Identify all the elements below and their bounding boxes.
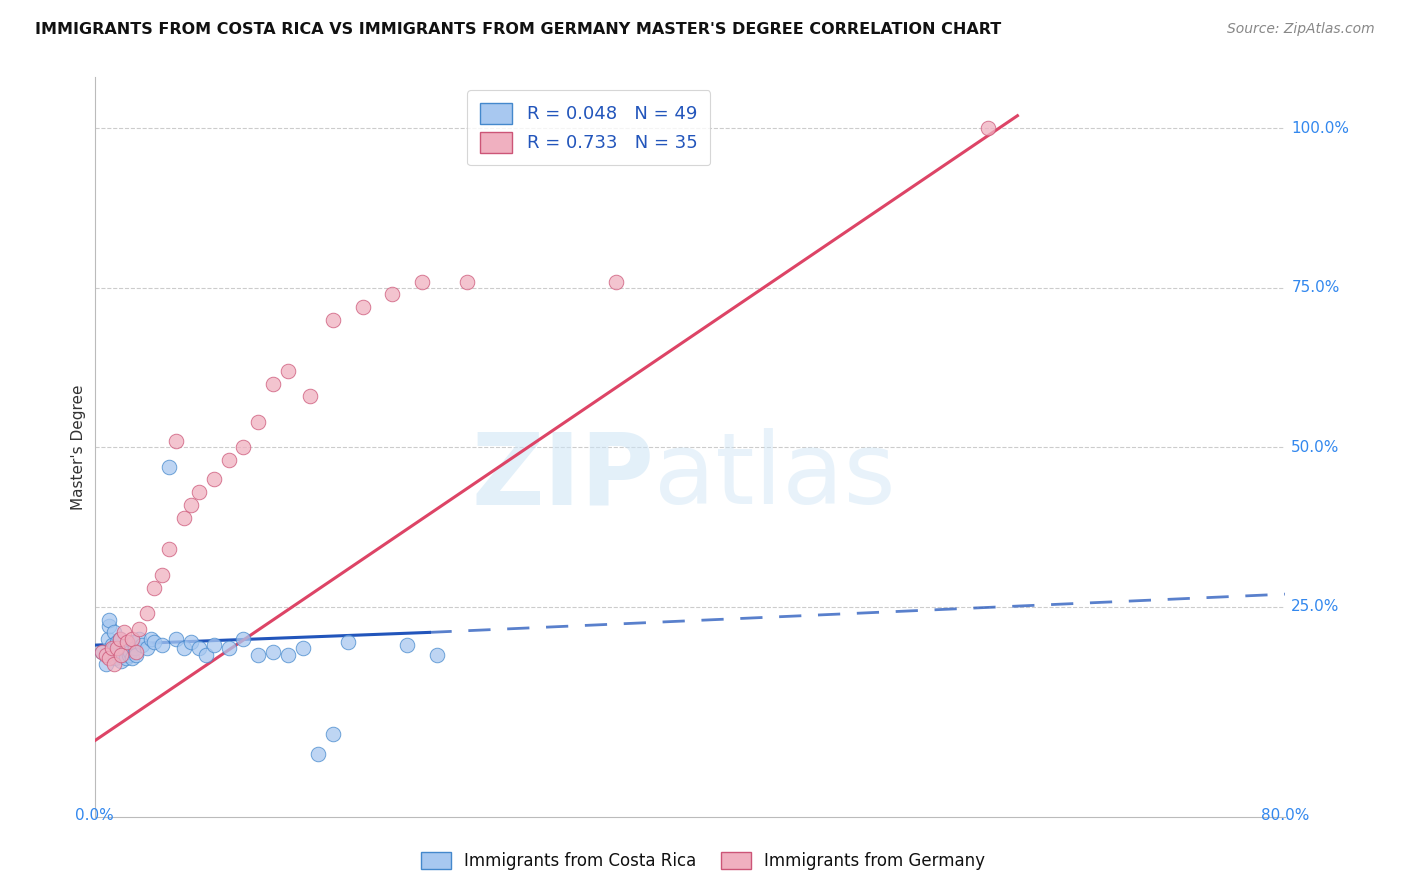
Point [97,632,120,646]
Point [101,638,124,652]
Point [117,635,139,649]
Text: 75.0%: 75.0% [1291,280,1340,295]
Point [247,415,270,429]
Text: 100.0%: 100.0% [1291,121,1350,136]
Point [135,641,157,656]
Point [98,613,121,627]
Point [456,275,478,289]
Point [100,648,122,662]
Point [143,581,166,595]
Point [111,648,134,662]
Point [299,389,322,403]
Legend: R = 0.048   N = 49, R = 0.733   N = 35: R = 0.048 N = 49, R = 0.733 N = 35 [467,90,710,165]
Point [110,648,132,662]
Point [157,459,180,474]
Point [218,453,240,467]
Point [98,651,121,665]
Point [96,648,118,662]
Text: 0.0%: 0.0% [75,808,114,822]
Point [131,638,153,652]
Point [322,313,344,327]
Point [112,625,135,640]
Point [165,434,187,448]
Point [976,121,998,136]
Point [139,632,162,646]
Point [98,619,121,633]
Point [128,622,150,636]
Point [120,644,142,658]
Point [135,606,157,620]
Point [122,635,145,649]
Point [121,632,143,646]
Point [605,275,627,289]
Text: ZIP: ZIP [471,428,654,525]
Point [114,651,136,665]
Point [124,641,146,656]
Point [110,654,132,668]
Point [157,542,180,557]
Point [117,638,139,652]
Text: 25.0%: 25.0% [1291,599,1340,615]
Point [262,644,284,658]
Point [352,300,374,314]
Point [150,638,173,652]
Point [202,638,225,652]
Point [195,648,218,662]
Point [104,651,127,665]
Point [187,485,209,500]
Point [232,632,254,646]
Point [108,632,131,646]
Point [128,632,150,646]
Point [143,635,166,649]
Point [426,648,449,662]
Y-axis label: Master's Degree: Master's Degree [72,384,86,510]
Point [381,287,404,301]
Point [187,641,209,656]
Point [277,364,299,378]
Point [96,657,118,672]
Point [105,635,128,649]
Text: Source: ZipAtlas.com: Source: ZipAtlas.com [1227,22,1375,37]
Point [165,632,187,646]
Point [291,641,314,656]
Point [125,648,148,662]
Point [125,644,148,658]
Point [107,648,129,662]
Point [112,641,135,656]
Point [105,641,128,656]
Point [336,635,359,649]
Point [173,641,195,656]
Point [180,498,202,512]
Point [101,641,124,656]
Point [411,275,433,289]
Text: 50.0%: 50.0% [1291,440,1340,455]
Point [262,376,284,391]
Text: atlas: atlas [654,428,896,525]
Point [322,727,344,741]
Point [396,638,419,652]
Point [121,651,143,665]
Point [108,632,131,646]
Point [91,644,114,658]
Point [118,648,141,662]
Point [173,510,195,524]
Point [218,641,240,656]
Legend: Immigrants from Costa Rica, Immigrants from Germany: Immigrants from Costa Rica, Immigrants f… [413,845,993,877]
Point [307,747,329,761]
Point [103,641,125,656]
Point [105,644,128,658]
Point [232,441,254,455]
Point [202,472,225,486]
Point [277,648,299,662]
Point [150,568,173,582]
Point [180,635,202,649]
Text: IMMIGRANTS FROM COSTA RICA VS IMMIGRANTS FROM GERMANY MASTER'S DEGREE CORRELATIO: IMMIGRANTS FROM COSTA RICA VS IMMIGRANTS… [35,22,1001,37]
Point [103,625,125,640]
Point [247,648,270,662]
Text: 80.0%: 80.0% [1261,808,1309,822]
Point [91,644,114,658]
Point [103,657,125,672]
